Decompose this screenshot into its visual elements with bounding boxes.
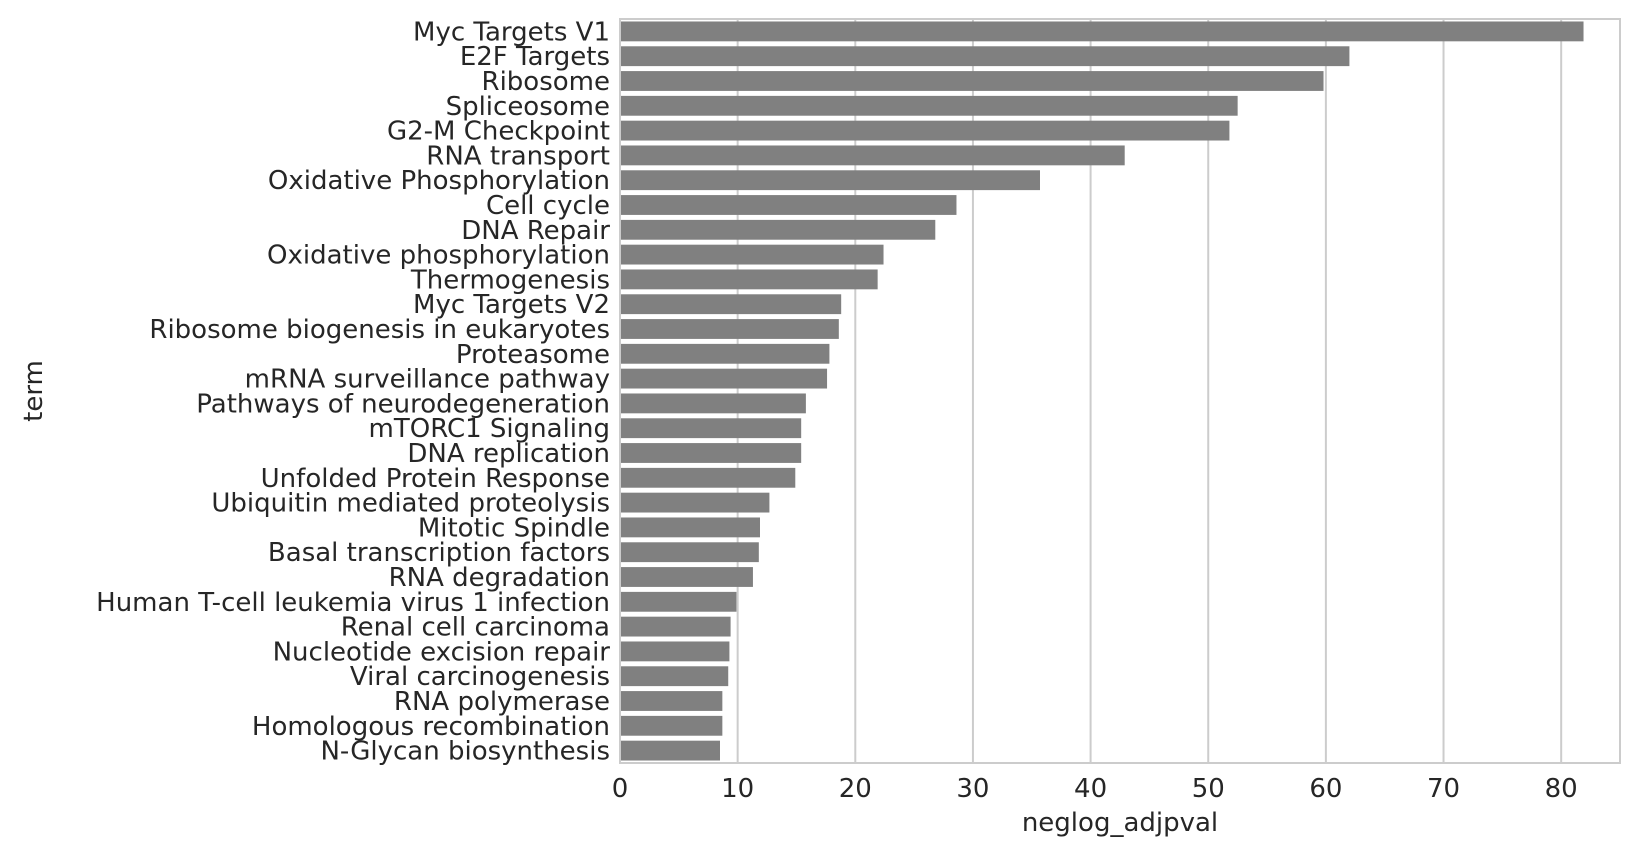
- bar: [620, 269, 878, 290]
- x-tick-label: 10: [721, 774, 754, 804]
- bar: [620, 567, 753, 587]
- y-tick-label: Mitotic Spindle: [418, 513, 610, 543]
- bar: [620, 46, 1350, 67]
- y-tick-label: Homologous recombination: [252, 712, 610, 742]
- y-tick-label: DNA Repair: [461, 216, 610, 246]
- bars: [620, 21, 1584, 761]
- bar: [620, 591, 737, 612]
- bar: [620, 443, 802, 463]
- y-tick-label: RNA transport: [426, 141, 610, 171]
- bar: [620, 467, 796, 488]
- bar: [620, 343, 830, 364]
- y-axis-label: term: [19, 360, 49, 422]
- y-tick-label: Nucleotide excision repair: [273, 637, 611, 667]
- bar: [620, 542, 759, 563]
- bar: [620, 740, 720, 761]
- bar: [620, 145, 1125, 166]
- bar: [620, 641, 730, 662]
- y-tick-label: Ubiquitin mediated proteolysis: [211, 489, 610, 519]
- plot-frame: [619, 18, 1621, 764]
- y-tick-label: mRNA surveillance pathway: [245, 365, 610, 395]
- y-tick-label: Proteasome: [456, 340, 610, 370]
- x-tick-label: 50: [1192, 774, 1225, 804]
- bar: [620, 319, 839, 339]
- y-tick-label: Spliceosome: [446, 92, 610, 122]
- y-tick-label: Viral carcinogenesis: [350, 662, 610, 692]
- y-tick-label: DNA replication: [407, 439, 610, 469]
- y-tick-label: E2F Targets: [460, 42, 610, 72]
- x-tick-label: 40: [1074, 774, 1107, 804]
- bar: [620, 71, 1324, 91]
- bar: [620, 666, 729, 687]
- bar: [620, 715, 723, 736]
- y-tick-label: RNA degradation: [389, 563, 610, 593]
- bar: [620, 170, 1040, 191]
- bar: [620, 517, 760, 538]
- bar: [620, 492, 770, 513]
- bar: [620, 294, 842, 315]
- bar: [620, 244, 884, 265]
- grid-lines: [619, 19, 1563, 763]
- y-tick-label: Unfolded Protein Response: [261, 464, 610, 494]
- bar: [620, 195, 957, 215]
- x-tick-label: 30: [956, 774, 989, 804]
- bar: [620, 219, 936, 240]
- y-tick-label: Cell cycle: [486, 191, 610, 221]
- bar: [620, 691, 723, 711]
- y-tick-label: Basal transcription factors: [268, 538, 610, 568]
- x-axis-label: neglog_adjpval: [1022, 808, 1218, 838]
- y-tick-label: Human T-cell leukemia virus 1 infection: [96, 588, 610, 618]
- bar: [620, 368, 828, 389]
- y-tick-label: N-Glycan biosynthesis: [320, 737, 610, 767]
- y-tick-label: G2-M Checkpoint: [387, 117, 610, 147]
- y-tick-label: mTORC1 Signaling: [369, 414, 610, 444]
- x-tick-label: 70: [1427, 774, 1460, 804]
- y-tick-label: Oxidative phosphorylation: [267, 241, 610, 271]
- bar: [620, 120, 1230, 141]
- bar: [620, 95, 1238, 116]
- x-tick-label: 0: [612, 774, 629, 804]
- y-tick-label: Oxidative Phosphorylation: [268, 166, 610, 196]
- y-tick-label: RNA polymerase: [394, 687, 610, 717]
- x-tick-label: 60: [1309, 774, 1342, 804]
- x-tick-label: 80: [1545, 774, 1578, 804]
- y-tick-label: Thermogenesis: [410, 265, 610, 295]
- bar: [620, 616, 731, 637]
- x-tick-label: 20: [839, 774, 872, 804]
- bar: [620, 21, 1584, 42]
- y-tick-label: Myc Targets V1: [413, 17, 610, 47]
- y-tick-label: Myc Targets V2: [413, 290, 610, 320]
- y-tick-label: Renal cell carcinoma: [341, 613, 610, 643]
- y-tick-label: Ribosome: [482, 67, 610, 97]
- y-tick-label: Pathways of neurodegeneration: [196, 389, 610, 419]
- x-tick-labels: 0 10 20 30 40 50 60 70 80: [612, 774, 1578, 804]
- bar: [620, 418, 802, 439]
- y-tick-label: Ribosome biogenesis in eukaryotes: [149, 315, 610, 345]
- bar: [620, 393, 806, 414]
